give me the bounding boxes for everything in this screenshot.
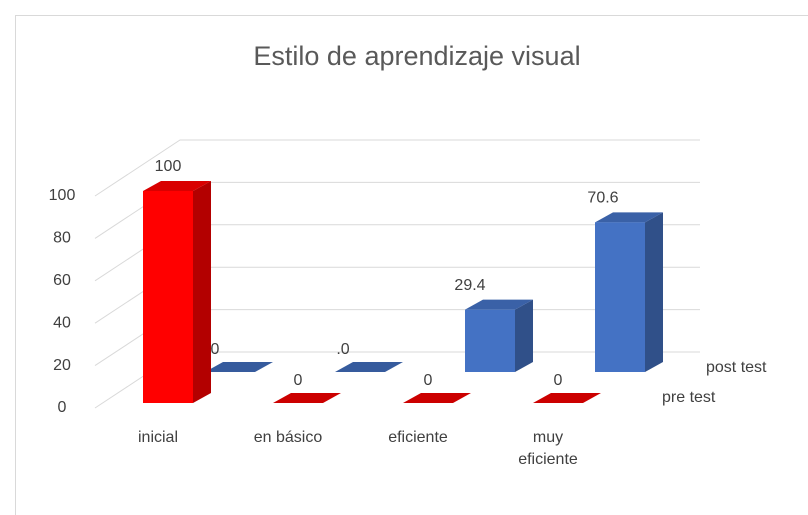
y-tick-label: 80 (53, 230, 71, 247)
x-tick-label: en básico (253, 429, 323, 446)
bar-face (273, 393, 341, 403)
bar-face (595, 212, 663, 223)
bar-face (205, 362, 273, 372)
bar-face (403, 393, 471, 403)
bar (143, 181, 211, 403)
legend-label: pre test (662, 389, 716, 406)
bar (273, 393, 341, 403)
y-tick-label: 40 (53, 314, 71, 331)
bar-face (533, 393, 601, 403)
bar-face (515, 299, 533, 372)
bar-face (143, 181, 211, 191)
x-tick-label: muy eficiente (518, 429, 578, 468)
data-label: 100 (155, 158, 182, 175)
chart-title: Estilo de aprendizaje visual (253, 41, 580, 71)
x-tick-label: inicial (137, 429, 178, 446)
y-tick-label: 60 (53, 272, 71, 289)
grid-line (94, 139, 700, 197)
bar-face (465, 309, 515, 372)
data-label: 29.4 (454, 277, 485, 294)
bar-face (335, 362, 403, 372)
data-label: .0 (336, 341, 349, 358)
legend-label: post test (706, 359, 767, 376)
bar (205, 362, 273, 372)
bar-face (645, 212, 663, 372)
data-label: 0 (424, 372, 433, 389)
bar (465, 299, 533, 372)
bar-face (193, 181, 211, 403)
bar-face (595, 222, 645, 372)
data-label: 0 (294, 372, 303, 389)
bar-face (143, 191, 193, 403)
bar (335, 362, 403, 372)
bar-face (465, 299, 533, 310)
bar (595, 212, 663, 372)
chart-border (15, 15, 808, 515)
bar (403, 393, 471, 403)
data-label: 0 (554, 372, 563, 389)
x-tick-label: eficiente (388, 429, 448, 446)
y-tick-label: 20 (53, 357, 71, 374)
data-label: 0 (211, 341, 220, 358)
y-tick-label: 100 (49, 187, 76, 204)
y-tick-label: 0 (58, 399, 67, 416)
bar (533, 393, 601, 403)
data-label: 70.6 (587, 190, 618, 207)
